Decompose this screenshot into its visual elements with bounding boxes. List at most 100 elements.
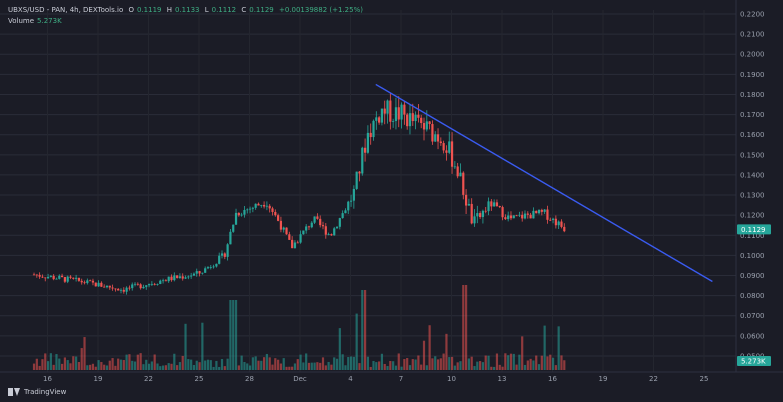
candle-body: [41, 276, 44, 278]
volume-bar: [66, 360, 69, 370]
volume-bar: [529, 358, 532, 370]
volume-bar: [392, 361, 395, 370]
volume-bar: [417, 355, 420, 370]
volume-bar: [305, 353, 308, 370]
open-label: O: [128, 6, 134, 14]
candle-body: [128, 287, 131, 289]
candle-body: [176, 275, 179, 278]
volume-bar: [490, 366, 493, 370]
candle-body: [133, 283, 137, 285]
candle-body: [111, 287, 114, 289]
volume-bar: [83, 337, 86, 370]
candle-body: [366, 132, 369, 153]
candle-body: [243, 209, 246, 215]
volume-bar: [537, 364, 541, 370]
candle-body: [89, 280, 92, 282]
volume-bar: [282, 358, 285, 370]
volume-bar: [128, 354, 131, 370]
x-tick-label: 16: [548, 375, 557, 383]
volume-bar: [156, 363, 159, 370]
candle-body: [268, 205, 271, 209]
candle-body: [450, 141, 454, 167]
candle-body: [523, 213, 527, 219]
volume-bar: [442, 353, 445, 370]
candle-body: [55, 278, 58, 280]
candle-body: [403, 104, 406, 115]
candle-body: [406, 114, 409, 127]
candle-body: [58, 275, 61, 279]
candle-body: [439, 141, 442, 144]
volume-bar: [512, 353, 515, 370]
candle-body: [484, 210, 487, 212]
candle-body: [560, 221, 563, 227]
candle-body: [159, 280, 162, 285]
volume-bar: [408, 365, 412, 370]
volume-bar: [285, 366, 288, 370]
volume-bar: [436, 359, 440, 370]
candle-body: [476, 213, 479, 217]
candle-body: [394, 107, 398, 122]
x-tick-label: 7: [399, 375, 403, 383]
trendline[interactable]: [375, 83, 713, 283]
volume-bar: [103, 364, 106, 370]
candle-body: [63, 277, 66, 282]
volume-bar: [234, 300, 238, 370]
volume-bar: [170, 363, 173, 370]
volume-bar: [161, 365, 165, 370]
candle-body: [549, 219, 552, 221]
candle-body: [60, 275, 64, 278]
change-value: +0.00139882 (+1.25%): [278, 6, 363, 14]
volume-bar: [32, 363, 36, 370]
candle-body: [518, 214, 521, 216]
volume-legend: Volume 5.273K: [8, 17, 62, 25]
volume-bar: [302, 362, 305, 370]
volume-bar: [383, 363, 386, 370]
volume-bar: [136, 354, 139, 370]
candle-body: [262, 204, 266, 207]
volume-bar: [248, 365, 252, 370]
candle-body: [431, 124, 434, 142]
volume-bar: [147, 363, 151, 370]
candle-body: [142, 286, 145, 289]
volume-bar: [215, 360, 218, 370]
candle-body: [265, 205, 268, 207]
candle-body: [117, 288, 120, 291]
price-axis[interactable]: 0.2200 0.2100 0.2000 0.1900 0.1800 0.1700 0.16…: [735, 0, 771, 372]
candle-body: [386, 100, 389, 114]
volume-bar: [254, 356, 257, 370]
candle-body: [44, 277, 47, 279]
volume-bar: [366, 356, 369, 370]
volume-bar: [327, 361, 330, 370]
volume-bar: [551, 357, 555, 370]
volume-bar: [535, 355, 538, 370]
last-price-label: 0.1129: [741, 226, 766, 234]
candle-body: [557, 221, 560, 226]
candle-body: [358, 171, 361, 174]
volume-bar: [105, 365, 109, 370]
y-tick-label: 0.1300: [740, 192, 765, 200]
x-tick-label: 16: [43, 375, 52, 383]
candle-body: [344, 210, 347, 214]
candle-body: [302, 230, 305, 235]
volume-bar: [313, 362, 316, 370]
candle-body: [361, 147, 364, 174]
trendline-line[interactable]: [375, 83, 713, 283]
candle-body: [184, 277, 187, 279]
volume-bar: [335, 358, 339, 370]
y-tick-label: 0.1100: [740, 232, 765, 240]
candle-body: [467, 203, 470, 206]
candle-body: [338, 218, 341, 227]
candle-body: [372, 120, 375, 138]
volume-bar: [232, 300, 235, 370]
time-axis[interactable]: 16 19 22 25 28 Dec 4 7 10 13 16 19 22 25: [0, 371, 783, 383]
candle-body: [537, 209, 541, 214]
candle-body: [436, 134, 440, 142]
candle-body: [462, 172, 465, 195]
tradingview-footer[interactable]: TradingView: [8, 388, 66, 396]
x-tick-label: 13: [498, 375, 507, 383]
volume-bar: [515, 364, 518, 370]
candle-body: [546, 209, 549, 220]
candle-body: [100, 282, 103, 287]
volume-bar: [220, 359, 224, 370]
